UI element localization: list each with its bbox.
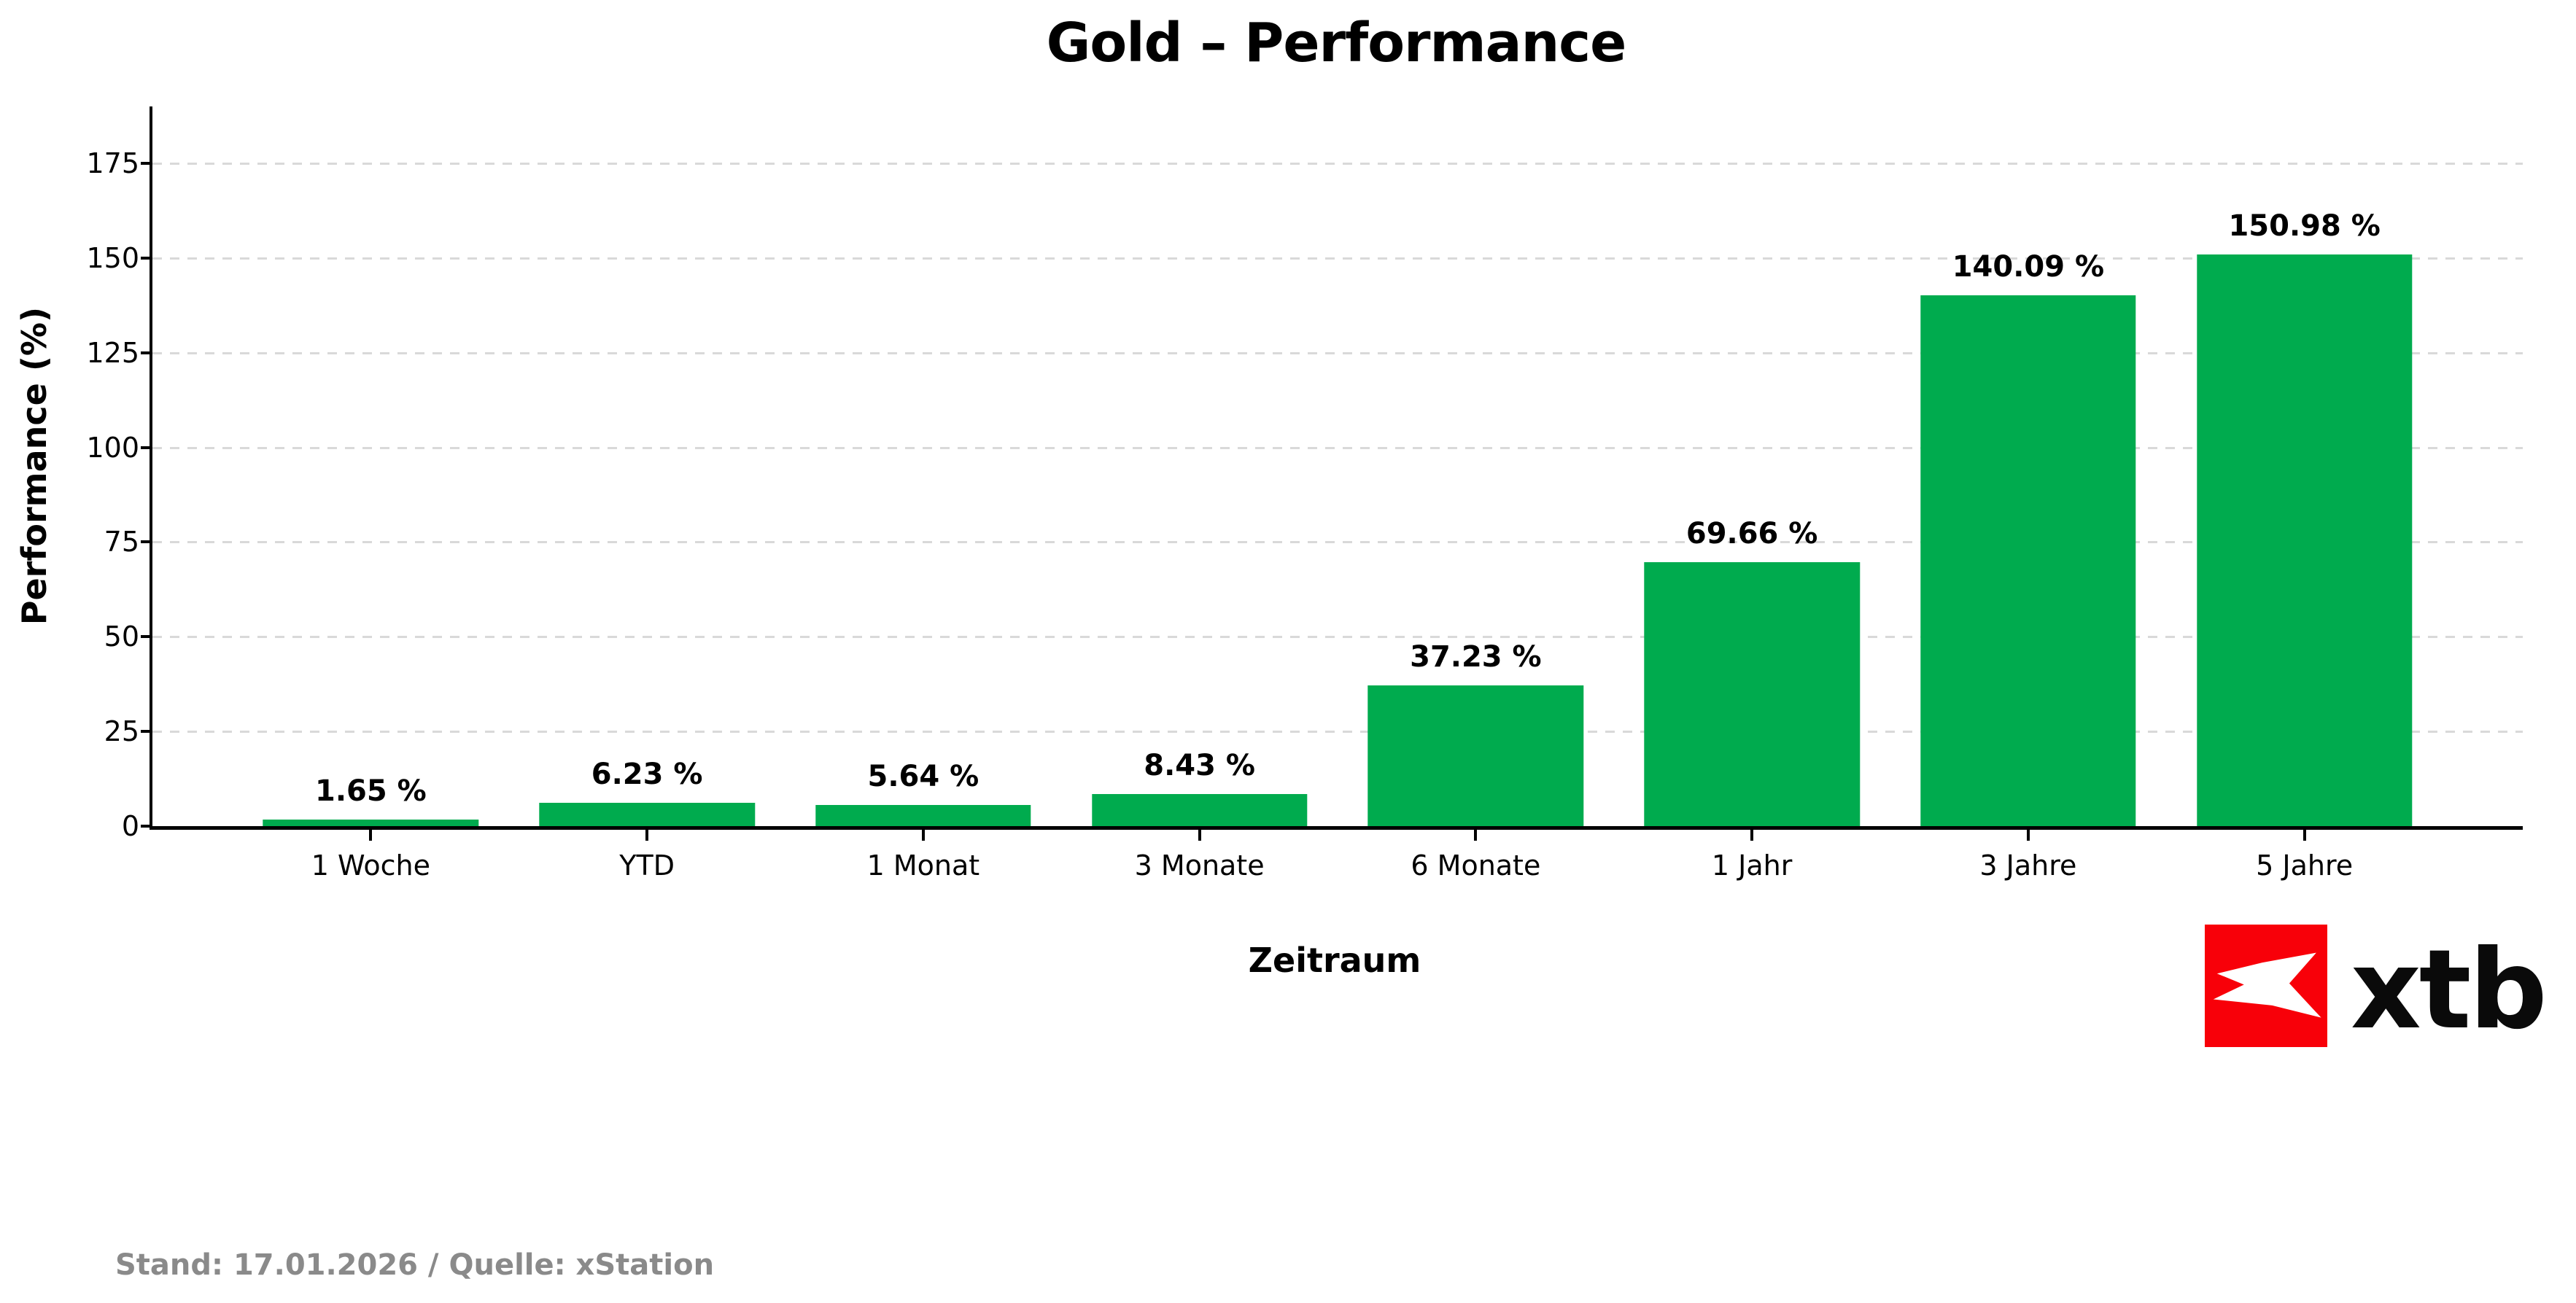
y-tick-label: 50 xyxy=(104,621,139,653)
bar-slot: 5.64 % 1 Monat xyxy=(785,106,1062,882)
y-tick-label: 125 xyxy=(86,336,139,369)
x-tick-label: 5 Jahre xyxy=(2256,849,2354,882)
gridline xyxy=(152,731,2523,734)
bar-slot: 150.98 % 5 Jahre xyxy=(2166,106,2443,882)
bar-slot: 69.66 % 1 Jahr xyxy=(1614,106,1890,882)
x-tick-mark xyxy=(369,830,373,841)
bars-layer: 1.65 % 1 Woche 6.23 % YTD 5.64 % 1 Monat 8.43 … xyxy=(152,106,2523,882)
y-tick-mark xyxy=(141,635,152,639)
bar-slot: 140.09 % 3 Jahre xyxy=(1890,106,2167,882)
bar-value-label: 69.66 % xyxy=(1685,517,1818,551)
grid-layer: 0 25 50 75 100 125 150 175 xyxy=(86,106,2523,842)
bar xyxy=(1367,685,1584,826)
gridline xyxy=(152,541,2523,544)
x-tick-mark xyxy=(2026,830,2030,841)
bar-value-label: 37.23 % xyxy=(1410,639,1542,674)
bar xyxy=(1920,295,2136,826)
x-tick-label: YTD xyxy=(619,849,675,882)
x-axis-label: Zeitraum xyxy=(1248,941,1421,980)
bar-value-label: 5.64 % xyxy=(867,759,979,793)
bar xyxy=(2196,254,2413,826)
gridline xyxy=(152,446,2523,449)
y-tick-label: 75 xyxy=(104,526,139,559)
y-tick-mark xyxy=(141,730,152,734)
xtb-logo-text: xtb xyxy=(2351,927,2548,1054)
y-tick-mark xyxy=(141,161,152,165)
x-tick-mark xyxy=(1198,830,1201,841)
x-tick-label: 1 Monat xyxy=(866,849,980,882)
bar-value-label: 140.09 % xyxy=(1952,250,2105,284)
chart-title: Gold – Performance xyxy=(1046,12,1627,74)
x-tick-label: 3 Monate xyxy=(1134,849,1265,882)
y-tick-label: 100 xyxy=(86,431,139,464)
y-tick-mark xyxy=(141,446,152,449)
bar-slot: 8.43 % 3 Monate xyxy=(1061,106,1338,882)
bar xyxy=(815,804,1031,826)
x-tick-label: 6 Monate xyxy=(1411,849,1541,882)
x-tick-mark xyxy=(645,830,649,841)
gridline xyxy=(152,636,2523,639)
x-tick-label: 3 Jahre xyxy=(1979,849,2077,882)
y-tick-label: 0 xyxy=(121,810,139,842)
x-tick-mark xyxy=(1474,830,1478,841)
source-note: Stand: 17.01.2026 / Quelle: xStation xyxy=(115,1248,715,1282)
gridline xyxy=(152,351,2523,354)
plot-area: 0 25 50 75 100 125 150 175 1.65 % 1 Woche 6.23 % Y… xyxy=(86,106,2523,882)
bar-value-label: 6.23 % xyxy=(591,757,703,791)
y-tick-label: 25 xyxy=(104,715,139,748)
bar xyxy=(1644,562,1860,826)
y-axis-label: Performance (%) xyxy=(15,307,54,626)
gridline xyxy=(152,257,2523,260)
y-tick-label: 150 xyxy=(86,241,139,274)
bar-slot: 6.23 % YTD xyxy=(509,106,785,882)
bar-slot: 37.23 % 6 Monate xyxy=(1338,106,1614,882)
bar-value-label: 8.43 % xyxy=(1144,749,1255,783)
xtb-logo: xtb xyxy=(2205,925,2548,1054)
bar-value-label: 150.98 % xyxy=(2228,209,2381,243)
bar xyxy=(263,820,479,826)
y-tick-label: 175 xyxy=(86,147,139,179)
x-tick-mark xyxy=(1750,830,1754,841)
x-tick-mark xyxy=(2303,830,2306,841)
x-tick-label: 1 Woche xyxy=(311,849,430,882)
bar xyxy=(1091,794,1308,826)
gridline xyxy=(152,162,2523,165)
y-tick-mark xyxy=(141,256,152,260)
x-tick-mark xyxy=(921,830,925,841)
logo-white-x xyxy=(2213,952,2321,1018)
y-tick-mark xyxy=(141,351,152,354)
bar-value-label: 1.65 % xyxy=(315,774,427,809)
x-tick-label: 1 Jahr xyxy=(1711,849,1793,882)
bar-slot: 1.65 % 1 Woche xyxy=(233,106,509,882)
xtb-logo-x-icon xyxy=(2205,925,2327,1047)
y-tick-mark xyxy=(141,825,152,828)
bar xyxy=(539,802,755,826)
y-tick-mark xyxy=(141,540,152,544)
